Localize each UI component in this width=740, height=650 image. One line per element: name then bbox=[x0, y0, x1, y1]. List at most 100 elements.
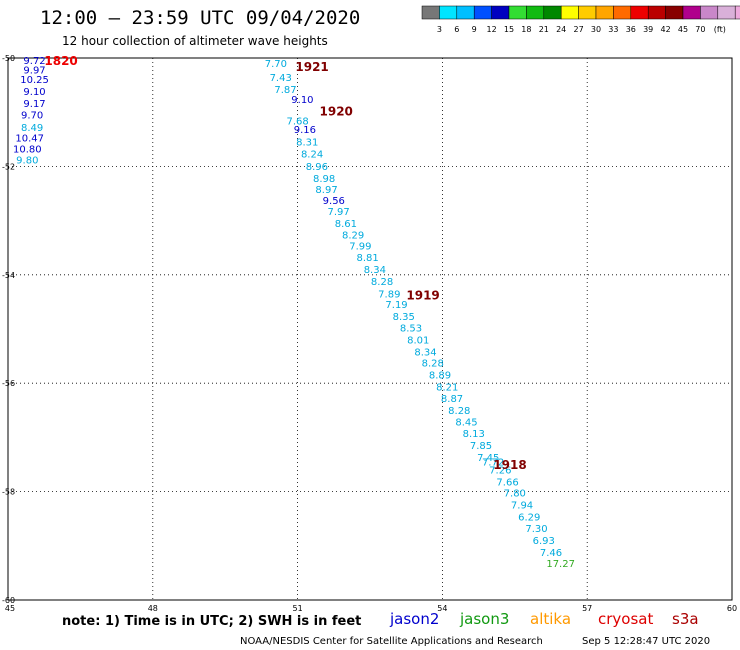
y-tick-label: -58 bbox=[2, 488, 15, 497]
wave-height-label: 8.29 bbox=[342, 231, 364, 242]
wave-height-label: 8.21 bbox=[436, 382, 458, 393]
colorbar-swatch bbox=[560, 5, 579, 20]
colorbar-swatch bbox=[508, 5, 527, 20]
wave-height-label: 9.10 bbox=[291, 95, 313, 106]
colorbar-swatch bbox=[578, 5, 597, 20]
wave-height-label: 8.49 bbox=[21, 123, 43, 134]
wave-height-label: 8.81 bbox=[356, 253, 378, 264]
track-number-label: 1920 bbox=[320, 105, 353, 119]
legend-cryosat: cryosat bbox=[598, 610, 653, 628]
colorbar-swatch bbox=[595, 5, 614, 20]
wave-height-label: 7.45 bbox=[477, 453, 499, 464]
wave-height-label: 6.29 bbox=[518, 513, 540, 524]
colorbar-label: 30 bbox=[591, 25, 601, 34]
colorbar-swatch bbox=[421, 5, 440, 20]
wave-height-label: 7.94 bbox=[511, 501, 533, 512]
colorbar-label: 21 bbox=[539, 25, 549, 34]
wave-height-label: 6.93 bbox=[533, 536, 555, 547]
wave-height-label: 17.27 bbox=[546, 559, 575, 570]
track-number-label: 1820 bbox=[44, 54, 77, 68]
wave-height-label: 7.68 bbox=[286, 116, 308, 127]
chart-subtitle: 12 hour collection of altimeter wave hei… bbox=[62, 34, 328, 48]
colorbar-swatch bbox=[717, 5, 736, 20]
wave-height-label: 7.97 bbox=[327, 207, 349, 218]
track-number-label: 1918 bbox=[493, 458, 526, 472]
legend-altika: altika bbox=[530, 610, 571, 628]
legend-jason3: jason3 bbox=[459, 610, 509, 628]
colorbar-label: 42 bbox=[661, 25, 671, 34]
wave-height-label: 8.28 bbox=[448, 406, 470, 417]
wave-height-label: 8.98 bbox=[313, 174, 335, 185]
wave-height-label: 8.53 bbox=[400, 323, 422, 334]
wave-height-label: 7.72 bbox=[482, 457, 504, 468]
wave-height-label: 9.70 bbox=[21, 110, 43, 121]
wave-height-label: 10.47 bbox=[15, 134, 44, 145]
wave-height-label: 9.56 bbox=[323, 196, 345, 207]
colorbar-swatch bbox=[630, 5, 649, 20]
track-number-label: 1919 bbox=[406, 288, 439, 302]
wave-height-label: 8.31 bbox=[296, 138, 318, 149]
wave-height-label: 7.70 bbox=[265, 59, 287, 70]
wave-height-label: 7.85 bbox=[470, 441, 492, 452]
wave-height-label: 9.17 bbox=[23, 99, 45, 110]
y-tick-label: -56 bbox=[2, 379, 15, 388]
colorbar-label: 12 bbox=[487, 25, 497, 34]
colorbar-label: 39 bbox=[643, 25, 653, 34]
wave-height-label: 9.10 bbox=[23, 87, 45, 98]
colorbar-label: 6 bbox=[454, 25, 459, 34]
colorbar-label: 33 bbox=[608, 25, 618, 34]
track-number-label: 1921 bbox=[295, 60, 328, 74]
x-tick-label: 60 bbox=[727, 604, 737, 613]
wave-height-label: 8.96 bbox=[306, 162, 328, 173]
colorbar-label: 3 bbox=[437, 25, 442, 34]
units-note: note: 1) Time is in UTC; 2) SWH is in fe… bbox=[62, 614, 361, 629]
chart-title: 12:00 – 23:59 UTC 09/04/2020 bbox=[40, 7, 360, 29]
wave-height-label: 8.89 bbox=[429, 371, 451, 382]
plot-frame bbox=[7, 57, 733, 601]
colorbar-label: 15 bbox=[504, 25, 514, 34]
legend-jason2: jason2 bbox=[389, 610, 439, 628]
colorbar-swatch bbox=[700, 5, 719, 20]
x-tick-label: 57 bbox=[582, 604, 592, 613]
colorbar-label: 36 bbox=[626, 25, 636, 34]
x-tick-label: 51 bbox=[293, 604, 303, 613]
wave-height-label: 8.01 bbox=[407, 335, 429, 346]
colorbar-swatch bbox=[526, 5, 545, 20]
wave-height-label: 7.26 bbox=[489, 465, 511, 476]
colorbar-swatch bbox=[543, 5, 562, 20]
colorbar-swatch bbox=[647, 5, 666, 20]
y-tick-label: -52 bbox=[2, 162, 15, 171]
colorbar-label: 70 bbox=[695, 25, 705, 34]
legend-s3a: s3a bbox=[672, 610, 699, 628]
colorbar-label: 9 bbox=[472, 25, 477, 34]
wave-height-label: 8.28 bbox=[371, 277, 393, 288]
wave-height-label: 7.46 bbox=[540, 548, 562, 559]
wave-height-label: 8.61 bbox=[335, 219, 357, 230]
wave-height-label: 7.19 bbox=[385, 300, 407, 311]
colorbar-swatch bbox=[439, 5, 458, 20]
x-tick-label: 54 bbox=[437, 604, 447, 613]
wave-height-label: 7.66 bbox=[496, 477, 518, 488]
wave-height-label: 7.43 bbox=[270, 73, 292, 84]
wave-height-label: 8.87 bbox=[441, 394, 463, 405]
wave-height-label: 8.34 bbox=[364, 265, 386, 276]
colorbar-label: 27 bbox=[574, 25, 584, 34]
colorbar-label: 18 bbox=[521, 25, 531, 34]
x-tick-label: 45 bbox=[5, 604, 15, 613]
colorbar-swatch bbox=[491, 5, 510, 20]
colorbar-swatch bbox=[613, 5, 632, 20]
wave-height-label: 7.99 bbox=[349, 242, 371, 253]
colorbar-swatch bbox=[473, 5, 492, 20]
wave-height-label: 9.16 bbox=[294, 125, 316, 136]
x-axis-ticks: 45 48 51 54 57 60 bbox=[5, 604, 737, 613]
wave-height-label: 7.89 bbox=[378, 289, 400, 300]
y-tick-label: -54 bbox=[2, 271, 15, 280]
satellite-legend: jason2 jason3 altika cryosat s3a bbox=[389, 610, 699, 628]
x-tick-label: 48 bbox=[148, 604, 158, 613]
colorbar-label: (ft) bbox=[714, 25, 726, 34]
colorbar-swatch bbox=[456, 5, 475, 20]
colorbar-legend: 3 6 9 12 15 18 21 24 27 30 33 36 39 42 45 70 (ft) bbox=[421, 5, 740, 34]
colorbar-swatch bbox=[682, 5, 701, 20]
wave-height-label: 9.72 bbox=[23, 56, 45, 67]
